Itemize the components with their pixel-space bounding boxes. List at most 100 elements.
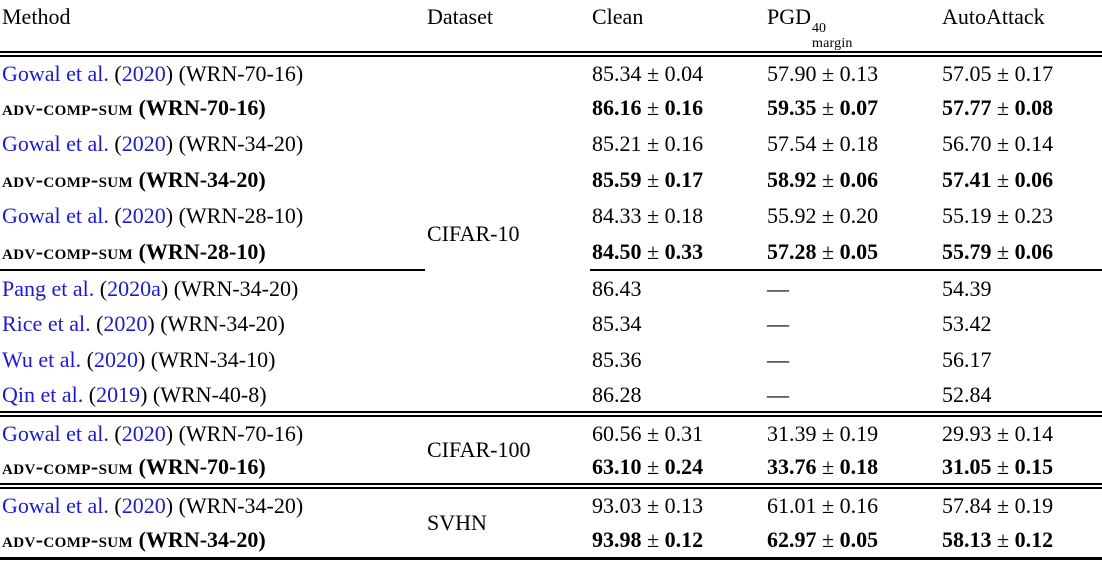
citation-link[interactable]: Wu et al. — [2, 347, 82, 373]
table-row: Gowal et al. (2020) (WRN-70-16) CIFAR-10 8… — [0, 54, 1102, 418]
pgd-superscript: 40 — [812, 21, 827, 36]
dataset-cell: SVHN — [425, 486, 590, 560]
col-header-method: Method — [0, 0, 425, 58]
table-row: Gowal et al. (2020) (WRN-34-20) SVHN 93.03… — [0, 486, 1102, 560]
table-row: adv-comp-sum (WRN-34-20) 93.98 ± 0.12 62.9… — [0, 522, 1102, 560]
autoattack-cell: 29.93 ± 0.14 — [942, 420, 1054, 446]
autoattack-cell: 57.77 ± 0.08 — [942, 95, 1054, 121]
method-cell: Pang et al. (2020a) (WRN-34-20) — [2, 275, 299, 301]
table-row: adv-comp-sum (WRN-28-10) 84.50 ± 0.33 57.2… — [0, 234, 1102, 272]
autoattack-cell: 56.70 ± 0.14 — [942, 131, 1054, 157]
method-name: adv-comp-sum — [2, 95, 134, 121]
pgd-cell: 55.92 ± 0.20 — [767, 203, 879, 229]
method-cell: Gowal et al. (2020) (WRN-28-10) — [2, 203, 304, 229]
clean-cell: 60.56 ± 0.31 — [592, 420, 704, 446]
clean-cell: 93.98 ± 0.12 — [590, 522, 765, 560]
method-cell: Rice et al. (2020) (WRN-34-20) — [2, 311, 285, 337]
method-cell: adv-comp-sum (WRN-70-16) — [0, 90, 425, 126]
method-name: adv-comp-sum — [2, 238, 134, 264]
model-label: (WRN-34-20) — [173, 275, 299, 301]
table-row: Wu et al. (2020) (WRN-34-10) 85.36 — 56.17 — [0, 342, 1102, 378]
clean-cell: 85.34 — [592, 311, 642, 337]
method-cell: Qin et al. (2019) (WRN-40-8) — [0, 378, 425, 418]
autoattack-cell: 56.17 — [942, 347, 992, 373]
citation-link[interactable]: Gowal et al. — [2, 492, 109, 518]
clean-cell: 86.16 ± 0.16 — [592, 95, 704, 121]
col-header-pgd: PGD 40 margin — [765, 0, 940, 58]
citation-year-link[interactable]: 2020 — [121, 203, 166, 229]
model-label: (WRN-34-20) — [160, 311, 285, 337]
pgd-cell: — — [765, 378, 940, 418]
pgd-label: PGD — [767, 4, 812, 29]
citation-year-link[interactable]: 2020a — [107, 275, 161, 301]
col-header-autoattack: AutoAttack — [940, 0, 1102, 58]
table-row: Gowal et al. (2020) (WRN-34-20) 85.21 ± 0… — [0, 126, 1102, 162]
pgd-cell: 59.35 ± 0.07 — [767, 95, 879, 121]
table-row: Gowal et al. (2020) (WRN-70-16) CIFAR-100… — [0, 414, 1102, 490]
model-label: (WRN-34-20) — [178, 492, 304, 518]
clean-cell: 84.50 ± 0.33 — [590, 234, 765, 272]
citation-year-link[interactable]: 2020 — [103, 311, 148, 337]
model-label: (WRN-28-10) — [178, 203, 304, 229]
citation-link[interactable]: Qin et al. — [2, 381, 84, 407]
model-label: (WRN-40-8) — [152, 381, 267, 407]
pgd-cell: 57.28 ± 0.05 — [765, 234, 940, 272]
citation-link[interactable]: Gowal et al. — [2, 203, 109, 229]
model-label: (WRN-34-10) — [150, 347, 276, 373]
pgd-supsub: 40 margin — [812, 21, 853, 51]
pgd-cell: — — [767, 311, 789, 337]
dataset-cell: CIFAR-100 — [425, 414, 590, 490]
clean-cell: 86.28 — [590, 378, 765, 418]
method-name: adv-comp-sum — [2, 167, 134, 193]
citation-year-link[interactable]: 2020 — [121, 492, 166, 518]
citation-year-link[interactable]: 2020 — [93, 347, 138, 373]
citation-year-link[interactable]: 2020 — [121, 60, 166, 86]
method-cell: Gowal et al. (2020) (WRN-70-16) — [2, 60, 304, 86]
model-label: (WRN-70-16) — [178, 60, 304, 86]
table-row: Pang et al. (2020a) (WRN-34-20) 86.43 — 54.… — [0, 270, 1102, 306]
method-name: adv-comp-sum — [2, 453, 134, 479]
method-cell: Gowal et al. (2020) (WRN-70-16) — [2, 420, 304, 446]
autoattack-cell: 58.13 ± 0.12 — [940, 522, 1102, 560]
citation-year-link[interactable]: 2019 — [96, 381, 141, 407]
pgd-cell: 61.01 ± 0.16 — [767, 492, 879, 518]
method-cell: adv-comp-sum (WRN-28-10) — [0, 234, 425, 272]
autoattack-cell: 55.19 ± 0.23 — [942, 203, 1054, 229]
autoattack-cell: 57.05 ± 0.17 — [942, 60, 1054, 86]
citation-link[interactable]: Gowal et al. — [2, 131, 109, 157]
method-cell: Gowal et al. (2020) (WRN-34-20) — [2, 492, 304, 518]
autoattack-cell: 57.41 ± 0.06 — [942, 167, 1054, 193]
clean-cell: 85.59 ± 0.17 — [592, 167, 704, 193]
autoattack-cell: 57.84 ± 0.19 — [942, 492, 1054, 518]
citation-year-link[interactable]: 2020 — [121, 420, 166, 446]
pgd-cell: 33.76 ± 0.18 — [765, 450, 940, 490]
table-row: adv-comp-sum (WRN-70-16) 63.10 ± 0.24 33.7… — [0, 450, 1102, 490]
autoattack-cell: 54.39 — [942, 275, 992, 301]
clean-cell: 93.03 ± 0.13 — [592, 492, 704, 518]
model-label: (WRN-34-20) — [138, 526, 266, 552]
citation-link[interactable]: Gowal et al. — [2, 60, 109, 86]
clean-cell: 85.36 — [592, 347, 642, 373]
method-cell: adv-comp-sum (WRN-70-16) — [0, 450, 425, 490]
col-header-dataset: Dataset — [425, 0, 590, 58]
method-cell: adv-comp-sum (WRN-34-20) — [0, 522, 425, 560]
pgd-cell: 58.92 ± 0.06 — [767, 167, 879, 193]
citation-link[interactable]: Pang et al. — [2, 275, 95, 301]
table-row: adv-comp-sum (WRN-34-20) 85.59 ± 0.17 58.9… — [0, 162, 1102, 198]
autoattack-cell: 53.42 — [942, 311, 992, 337]
clean-cell: 84.33 ± 0.18 — [592, 203, 704, 229]
citation-year-link[interactable]: 2020 — [121, 131, 166, 157]
model-label: (WRN-70-16) — [178, 420, 304, 446]
col-header-clean: Clean — [590, 0, 765, 58]
pgd-cell: 57.90 ± 0.13 — [767, 60, 879, 86]
model-label: (WRN-70-16) — [138, 453, 266, 479]
pgd-cell: 31.39 ± 0.19 — [767, 420, 879, 446]
table-row: Gowal et al. (2020) (WRN-28-10) 84.33 ± 0… — [0, 198, 1102, 234]
pgd-subscript: margin — [812, 35, 853, 51]
citation-link[interactable]: Rice et al. — [2, 311, 91, 337]
clean-cell: 63.10 ± 0.24 — [590, 450, 765, 490]
autoattack-cell: 52.84 — [940, 378, 1102, 418]
pgd-cell: — — [767, 347, 789, 373]
table-body: Gowal et al. (2020) (WRN-70-16) CIFAR-10 8… — [0, 54, 1102, 560]
citation-link[interactable]: Gowal et al. — [2, 420, 109, 446]
